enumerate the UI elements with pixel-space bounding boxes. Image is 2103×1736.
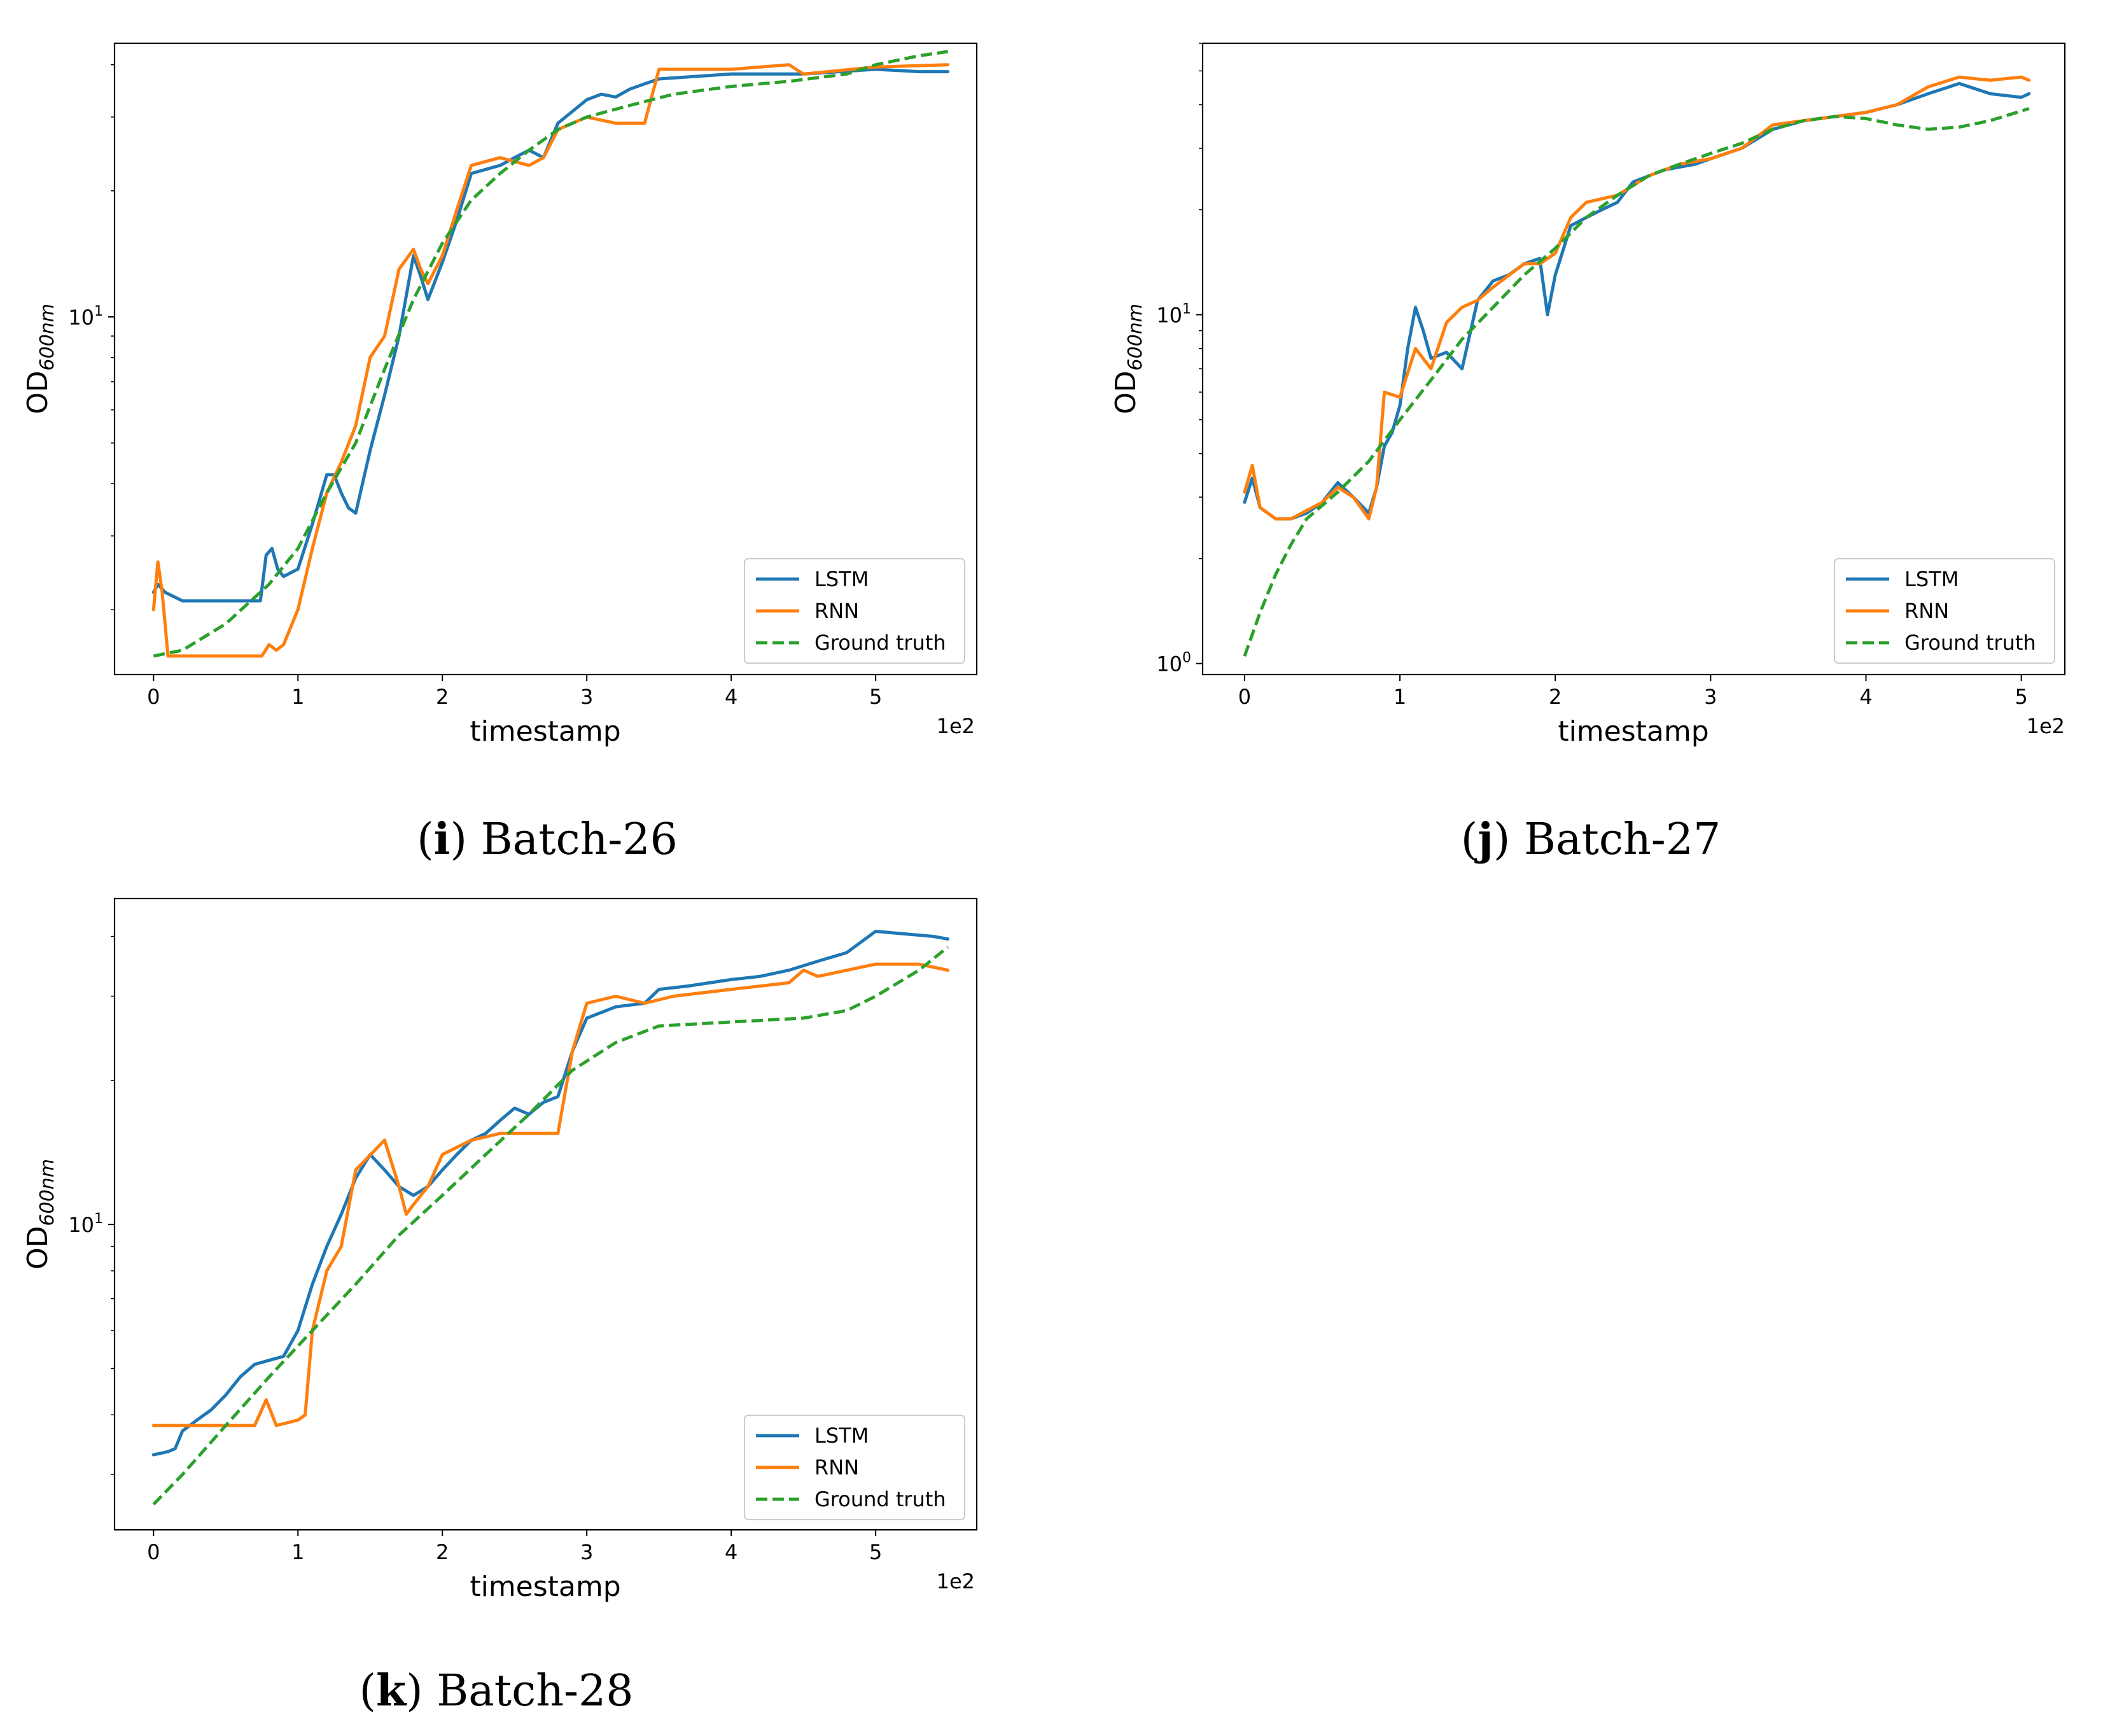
y-axis-label-main: OD (22, 370, 54, 414)
legend-label-rnn: RNN (814, 599, 859, 623)
x-axis-label: timestamp (470, 1571, 620, 1603)
series-line-lstm (151, 930, 950, 1457)
legend: LSTM RNN Ground truth (1834, 558, 2055, 664)
x-tick-label: 2 (436, 685, 449, 709)
caption: (j) Batch-27 (1461, 814, 1721, 865)
y-axis-label-sub: 600nm (36, 1159, 59, 1226)
chart-batch-27: 0 1 2 3 4 5 100 101 timestamp 1e2 OD600nm LSTM … (1110, 42, 2066, 865)
x-axis-label: timestamp (1558, 715, 1708, 748)
x-tick-label: 5 (869, 685, 882, 709)
x-tick-label: 4 (725, 685, 737, 709)
series-layer (151, 50, 950, 658)
y-axis-label: OD600nm (22, 1159, 59, 1270)
x-tick-label: 4 (1859, 685, 1872, 709)
series-line-rnn (151, 63, 950, 658)
legend-label-ground-truth: Ground truth (814, 1487, 946, 1511)
y-axis-label-main: OD (1110, 370, 1142, 414)
caption-letter: j (1474, 814, 1493, 865)
y-axis-label: OD600nm (1110, 304, 1147, 414)
plot-frame (113, 897, 978, 1531)
x-tick-label: 3 (1704, 685, 1717, 709)
caption: (k) Batch-28 (359, 1665, 633, 1716)
legend-box (1834, 558, 2055, 664)
x-offset-label: 1e2 (2027, 714, 2065, 738)
x-tick-label: 5 (2015, 685, 2027, 709)
legend-label-lstm: LSTM (814, 567, 869, 591)
legend: LSTM RNN Ground truth (744, 1415, 965, 1520)
caption-text: Batch-26 (467, 815, 678, 865)
series-line-rnn (151, 962, 950, 1427)
y-tick-label: 101 (1156, 302, 1191, 328)
plot-frame (113, 42, 978, 676)
legend-label-ground-truth: Ground truth (814, 631, 946, 655)
x-offset-label: 1e2 (937, 714, 975, 738)
y-axis-label-sub: 600nm (36, 304, 59, 371)
ticks-layer: 0 1 2 3 4 5 101 (68, 935, 882, 1564)
series-layer (151, 930, 950, 1506)
legend-box (744, 558, 965, 664)
y-axis-label: OD600nm (22, 304, 59, 414)
x-tick-label: 5 (869, 1540, 882, 1564)
x-tick-label: 4 (725, 1540, 737, 1564)
x-tick-label: 1 (1394, 685, 1406, 709)
legend-label-rnn: RNN (814, 1455, 859, 1480)
legend-label-ground-truth: Ground truth (1904, 631, 2036, 655)
x-tick-label: 0 (147, 685, 160, 709)
x-axis-label: timestamp (470, 715, 620, 748)
x-tick-label: 1 (291, 1540, 304, 1564)
x-tick-label: 0 (1238, 685, 1251, 709)
series-line-lstm (151, 67, 950, 603)
chart-batch-26: 0 1 2 3 4 5 101 timestamp 1e2 OD600nm LSTM RNN… (22, 42, 978, 865)
ticks-layer: 0 1 2 3 4 5 100 101 (1156, 43, 2028, 709)
caption-letter: k (376, 1665, 407, 1716)
y-tick-label: 100 (1156, 650, 1191, 676)
x-offset-label: 1e2 (937, 1569, 975, 1593)
ticks-layer: 0 1 2 3 4 5 101 (68, 64, 882, 709)
legend-label-lstm: LSTM (1904, 567, 1959, 591)
chart-batch-28: 0 1 2 3 4 5 101 timestamp 1e2 OD600nm LSTM RNN… (22, 897, 978, 1716)
legend-label-rnn: RNN (1904, 599, 1949, 623)
x-tick-label: 2 (436, 1540, 449, 1564)
y-tick-label: 101 (68, 304, 103, 330)
series-line-rnn (1243, 75, 2031, 521)
caption-text: Batch-27 (1510, 815, 1721, 865)
x-tick-label: 3 (580, 1540, 593, 1564)
series-line-ground-truth (1243, 107, 2030, 657)
y-axis-label-sub: 600nm (1124, 304, 1147, 371)
series-layer (1243, 75, 2031, 657)
legend-box (744, 1415, 965, 1520)
caption-text: Batch-28 (423, 1666, 634, 1716)
caption: (i) Batch-26 (417, 814, 678, 865)
legend: LSTM RNN Ground truth (744, 558, 965, 664)
x-tick-label: 0 (147, 1540, 160, 1564)
x-tick-label: 2 (1549, 685, 1562, 709)
x-tick-label: 3 (580, 685, 593, 709)
series-line-ground-truth (152, 946, 949, 1506)
series-line-ground-truth (153, 50, 948, 658)
plot-frame (1201, 42, 2066, 676)
y-tick-label: 101 (68, 1211, 103, 1237)
legend-label-lstm: LSTM (814, 1424, 869, 1448)
y-axis-label-main: OD (22, 1226, 54, 1270)
x-tick-label: 1 (291, 685, 304, 709)
caption-letter: i (434, 814, 451, 865)
